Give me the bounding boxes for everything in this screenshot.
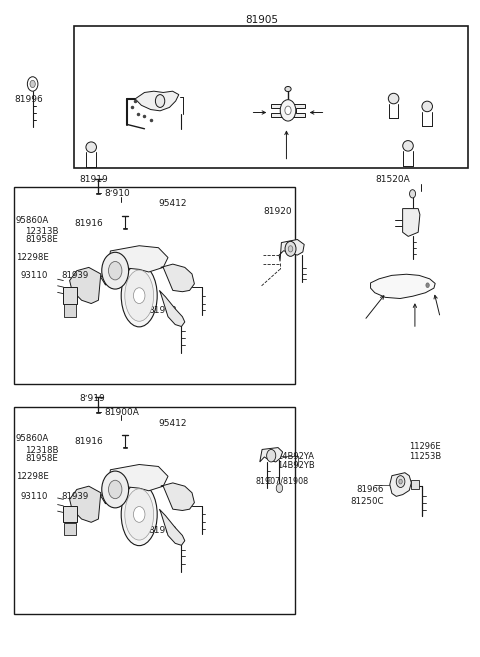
Circle shape [288,246,293,252]
Polygon shape [70,486,101,522]
Text: 95412: 95412 [158,419,187,428]
Circle shape [102,252,129,289]
Polygon shape [135,91,179,111]
Polygon shape [161,483,194,510]
Text: 81982: 81982 [149,526,178,535]
Circle shape [396,476,405,487]
Circle shape [108,261,122,280]
Circle shape [102,471,129,508]
Text: 93110: 93110 [21,271,48,281]
Text: 95860A: 95860A [16,215,49,225]
Circle shape [27,77,38,91]
Text: 81905: 81905 [245,14,278,25]
Text: 14B92YB: 14B92YB [277,461,315,470]
Text: 81939: 81939 [61,491,89,501]
Polygon shape [161,264,194,292]
Text: 11296E: 11296E [409,442,441,451]
Text: 81520A: 81520A [375,175,410,184]
Bar [74,26,468,168]
Text: 93110: 93110 [21,491,48,501]
Bar [14,187,295,384]
Ellipse shape [403,141,413,151]
Text: 95412: 95412 [158,199,187,208]
Bar [14,407,295,614]
Polygon shape [279,240,304,261]
Polygon shape [63,287,77,304]
Circle shape [285,241,296,256]
Text: 81958E: 81958E [25,235,58,244]
Text: 81982: 81982 [149,306,178,315]
Polygon shape [101,464,168,504]
Ellipse shape [422,101,432,112]
Circle shape [426,283,429,288]
Ellipse shape [125,270,154,321]
Circle shape [156,95,165,108]
Text: 12313B: 12313B [25,227,59,236]
Polygon shape [271,104,305,117]
Text: 81916: 81916 [74,437,103,446]
Polygon shape [159,509,185,545]
Text: 11253B: 11253B [409,452,441,461]
Polygon shape [64,523,76,535]
Circle shape [280,100,296,121]
Text: 81939: 81939 [61,271,89,281]
Circle shape [285,106,291,114]
Text: 14B92YA: 14B92YA [277,452,314,461]
Ellipse shape [285,87,291,91]
Polygon shape [411,480,419,489]
Ellipse shape [125,489,154,540]
Text: 12298E: 12298E [16,472,48,482]
Circle shape [267,449,276,462]
Ellipse shape [388,93,399,104]
Circle shape [108,480,122,499]
Text: 81996: 81996 [14,95,43,104]
Polygon shape [159,290,185,327]
Text: 12318B: 12318B [25,445,59,455]
Polygon shape [101,246,168,285]
Text: 8ʼ910: 8ʼ910 [105,189,131,198]
Text: 95860A: 95860A [16,434,49,443]
Text: 81966: 81966 [356,485,384,494]
Polygon shape [260,447,283,462]
Polygon shape [390,473,411,497]
Circle shape [409,190,416,198]
Circle shape [133,507,145,522]
Text: 12298E: 12298E [16,253,48,262]
Text: 81920: 81920 [263,207,292,216]
Polygon shape [63,506,77,522]
Polygon shape [70,267,101,304]
Text: 81907/81908: 81907/81908 [255,476,309,486]
Text: 8ʼ919: 8ʼ919 [79,394,105,403]
Polygon shape [64,304,76,317]
Circle shape [133,288,145,304]
Circle shape [399,479,402,484]
Text: 81919: 81919 [79,175,108,184]
Ellipse shape [121,484,157,545]
Text: 81900A: 81900A [105,408,140,417]
Text: 81916: 81916 [74,219,103,228]
Ellipse shape [121,265,157,327]
Ellipse shape [86,142,96,152]
Text: 81250C: 81250C [350,497,384,507]
Circle shape [30,80,36,87]
Polygon shape [403,209,420,237]
Text: 81958E: 81958E [25,454,58,463]
Circle shape [276,484,283,493]
Polygon shape [371,274,435,298]
